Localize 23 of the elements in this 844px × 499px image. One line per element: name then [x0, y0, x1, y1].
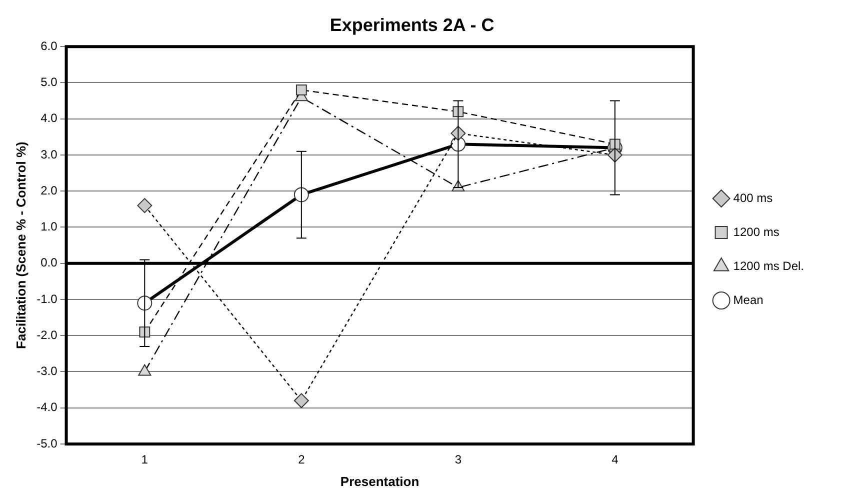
y-axis-title: Facilitation (Scene % - Control %) [13, 142, 28, 349]
x-tick-label: 4 [612, 452, 619, 467]
x-tick-label: 2 [298, 452, 306, 467]
legend-label: Mean [733, 292, 764, 307]
x-axis-title: Presentation [340, 474, 420, 489]
x-tick-label: 3 [454, 452, 462, 467]
y-tick-label: 6.0 [40, 38, 58, 53]
y-tick-label: 5.0 [40, 75, 58, 90]
y-tick-label: -3.0 [36, 364, 58, 378]
legend-label: 400 ms [733, 190, 773, 205]
y-tick-label: 2.0 [40, 183, 58, 198]
y-tick-label: -4.0 [36, 400, 58, 414]
y-tick-label: 0.0 [40, 256, 58, 270]
y-tick-label: 3.0 [40, 147, 58, 162]
x-tick-label: 1 [141, 452, 148, 467]
y-tick-label: -5.0 [36, 436, 58, 450]
y-tick-label: 1.0 [40, 220, 58, 234]
legend-label: 1200 ms [733, 224, 780, 239]
legend-label: 1200 ms Del. [733, 258, 804, 273]
chart-title: Experiments 2A - C [330, 14, 494, 35]
y-tick-label: -1.0 [36, 292, 58, 306]
y-tick-label: 4.0 [40, 111, 58, 126]
y-tick-label: -2.0 [36, 328, 58, 342]
